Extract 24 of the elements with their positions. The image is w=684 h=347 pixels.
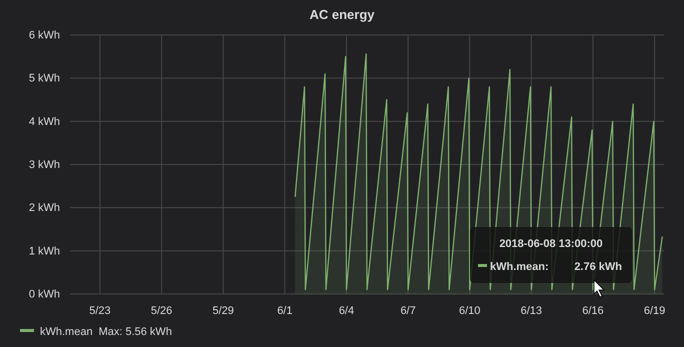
y-tick-label: 4 kWh [28,116,60,128]
y-tick-label: 3 kWh [28,159,60,172]
x-tick-label: 6/16 [582,304,604,317]
x-tick-label: 5/29 [212,304,234,317]
y-tick-label: 1 kWh [28,245,60,258]
y-tick-label: 2 kWh [28,202,60,214]
chart-title: AC energy [309,7,376,22]
x-tick-label: 6/10 [459,304,480,317]
text: Max: 5.56 kWh [98,326,172,338]
annotation: 2.76 kWh [574,261,622,273]
annotation: kWh.mean: [490,261,549,273]
x-tick-label: 6/7 [400,304,416,317]
y-tick-label: 5 kWh [28,72,60,85]
x-tick-label: 6/4 [338,304,354,317]
y-tick-label: 0 kWh [28,288,60,301]
tooltip: 2018-06-08 13:00:00 kWh.mean: 2.76 kWh [470,227,632,283]
x-tick-label: 6/13 [520,304,542,317]
annotation: 2018-06-08 13:00:00 [499,238,603,250]
y-tick-label: 6 kWh [28,30,60,42]
x-tick-label: 6/19 [644,304,666,317]
legend-label: kWh.mean [40,326,93,338]
x-tick-label: 6/1 [277,304,292,317]
x-tick-label: 5/23 [89,304,111,317]
x-tick-label: 5/26 [150,304,172,317]
